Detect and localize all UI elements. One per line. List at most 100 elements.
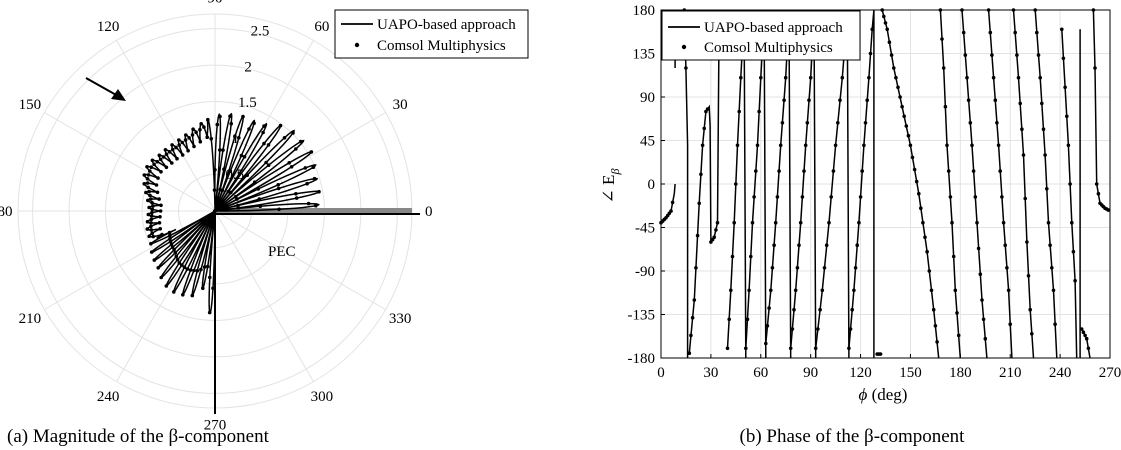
phase-line-segment-20	[1092, 9, 1111, 212]
phase-dot-comsol	[955, 311, 959, 315]
polar-dot-comsol	[188, 268, 193, 272]
phase-dot-comsol	[961, 30, 966, 35]
polar-dot-comsol	[150, 158, 155, 163]
polar-dot-comsol	[145, 165, 149, 169]
polar-dot-comsol	[309, 150, 314, 154]
polar-dot-comsol	[149, 221, 153, 225]
phase-dot-comsol	[689, 333, 693, 338]
polar-dot-comsol	[258, 204, 263, 208]
phase-dot-comsol	[702, 126, 706, 131]
phase-dot-comsol	[894, 75, 898, 80]
phase-dot-comsol	[868, 51, 873, 56]
polar-dot-comsol	[245, 173, 249, 177]
phase-dot-comsol	[764, 341, 768, 346]
polar-dot-comsol	[170, 147, 175, 152]
polar-angle-ticks: 0 30 60 90 120 150 180 210 240 270 300 330	[0, 0, 432, 434]
phase-dot-comsol	[998, 169, 1002, 173]
phase-dot-comsol	[800, 195, 805, 199]
phase-dot-comsol	[908, 143, 913, 148]
phase-line-segment-14	[987, 9, 1013, 359]
phase-dot-comsol	[770, 266, 775, 270]
phase-dot-comsol	[765, 324, 770, 328]
phase-legend-label-uapo: UAPO-based approach	[704, 20, 843, 36]
polar-dot-comsol	[149, 250, 154, 254]
phase-dot-comsol	[904, 124, 909, 128]
phase-ytick-0: 0	[648, 177, 656, 193]
polar-dot-comsol	[190, 133, 195, 137]
phase-dot-comsol	[970, 143, 974, 148]
phase-xtick-0: 0	[657, 365, 665, 381]
phase-dot-comsol	[822, 266, 827, 270]
polar-dot-comsol	[256, 187, 261, 191]
phase-dot-comsol	[778, 143, 783, 148]
phase-dot-comsol	[941, 66, 946, 70]
phase-dot-comsol	[943, 104, 948, 109]
phase-dot-comsol	[795, 266, 800, 270]
polar-dot-comsol	[262, 124, 266, 128]
polar-dot-comsol	[186, 148, 190, 153]
polar-dot-comsol	[149, 228, 154, 232]
phase-dot-comsol	[878, 352, 883, 356]
polar-dot-comsol	[172, 290, 176, 294]
phase-dot-comsol	[1015, 53, 1019, 57]
polar-dot-comsol	[177, 143, 181, 147]
polar-dot-comsol	[237, 136, 241, 140]
polar-dot-comsol	[212, 188, 217, 192]
polar-dot-comsol	[195, 268, 200, 273]
polar-dot-comsol	[311, 165, 316, 169]
phase-dot-comsol	[950, 220, 954, 225]
phase-dot-comsol	[669, 209, 673, 213]
phase-dot-comsol	[1050, 266, 1054, 270]
polar-dot-comsol	[303, 166, 308, 170]
polar-dot-comsol	[155, 190, 160, 195]
polar-legend-label-uapo: UAPO-based approach	[377, 17, 516, 33]
polar-dot-comsol	[168, 239, 173, 244]
polar-angle-tick-90: 90	[208, 0, 223, 6]
polar-dot-comsol	[306, 201, 311, 206]
phase-ytick--45: -45	[635, 221, 655, 237]
phase-dot-comsol	[953, 288, 958, 293]
phase-dot-comsol	[695, 233, 700, 238]
phase-dot-comsol	[1106, 208, 1111, 212]
phase-dot-comsol	[1008, 322, 1012, 327]
polar-dot-comsol	[170, 245, 175, 249]
phase-line-segment-4	[726, 14, 747, 359]
phase-ytick--180: -180	[628, 351, 656, 367]
phase-dot-comsol	[968, 121, 973, 125]
phase-dot-comsol	[816, 327, 820, 331]
phase-dot-comsol	[838, 98, 842, 102]
polar-legend: UAPO-based approach Comsol Multiphysics	[334, 9, 529, 59]
phase-y-ticks: 180 135 90 45 0 -45 -90 -135 -180	[628, 3, 665, 367]
polar-dot-comsol	[151, 204, 155, 208]
polar-dot-comsol	[228, 169, 233, 173]
polar-dot-comsol	[266, 163, 271, 167]
polar-dot-comsol	[294, 196, 299, 200]
polar-legend-dot-swatch	[354, 42, 360, 48]
phase-dot-comsol	[1020, 127, 1024, 131]
phase-dot-comsol	[848, 327, 853, 331]
arrow-head-icon	[111, 89, 126, 101]
phase-dot-comsol	[745, 317, 750, 322]
polar-dot-comsol	[228, 114, 232, 118]
polar-dot-comsol	[298, 139, 303, 144]
phase-xtick-150: 150	[899, 365, 922, 381]
phase-dot-comsol	[973, 195, 978, 199]
polar-dot-comsol	[278, 123, 283, 128]
polar-angle-tick-120: 120	[97, 19, 120, 35]
phase-legend-box	[661, 10, 861, 61]
phase-chart: 0 30 60 90 120 150 180 210 240 270 180 135 90 45 0 -45…	[599, 3, 1121, 447]
phase-dot-comsol	[925, 249, 929, 254]
polar-dot-comsol	[201, 286, 205, 291]
polar-dot-comsol	[170, 161, 174, 165]
phase-dot-comsol	[732, 220, 736, 225]
phase-ytick--135: -135	[628, 308, 656, 324]
polar-dot-comsol	[199, 122, 203, 126]
polar-angle-tick-180: 180	[0, 204, 13, 220]
polar-dot-comsol	[202, 125, 206, 129]
polar-dot-comsol	[150, 210, 154, 215]
phase-dot-comsol	[1060, 27, 1064, 32]
phase-dot-comsol	[1053, 322, 1057, 327]
phase-dot-comsol	[902, 114, 906, 119]
phase-dot-comsol	[867, 75, 871, 80]
